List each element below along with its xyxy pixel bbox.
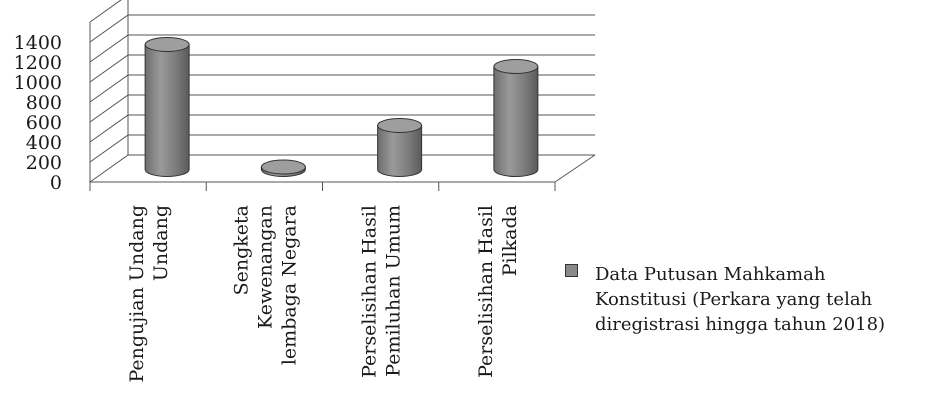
x-category-label: Perselisihan Hasil Pilkada xyxy=(475,205,521,378)
legend-line: diregistrasi hingga tahun 2018) xyxy=(595,314,886,335)
bar-top xyxy=(377,118,423,133)
gridline-side xyxy=(89,154,129,183)
bar xyxy=(493,59,539,177)
chart-grid xyxy=(89,0,595,183)
x-category-line: lembaga Negara xyxy=(278,205,300,365)
bar-top xyxy=(493,59,539,74)
y-tick-label: 1400 xyxy=(14,32,62,54)
bar-top xyxy=(260,159,306,175)
bar xyxy=(260,159,306,177)
x-category-label: Perselisihan Hasil Pemiluhan Umum xyxy=(359,205,405,378)
gridline-top-side xyxy=(89,0,122,23)
bar-body xyxy=(493,66,539,177)
y-tick-label: 200 xyxy=(26,152,62,174)
x-category-line: Perselisihan Hasil xyxy=(359,205,381,378)
y-tick-label: 0 xyxy=(50,172,62,194)
chart-axes xyxy=(89,0,596,191)
y-tick-label: 400 xyxy=(26,132,62,154)
x-category-line: Pemiluhan Umum xyxy=(383,205,405,377)
gridline-side xyxy=(89,134,129,163)
y-tick-label: 1000 xyxy=(14,72,62,94)
x-category-line: Pilkada xyxy=(499,205,521,276)
x-axis-categories: Pengujian Undang Undang Sengketa Kewenangan… xyxy=(126,205,521,383)
bar-body xyxy=(144,44,190,177)
gridline-side xyxy=(89,114,129,143)
x-category-line: Perselisihan Hasil xyxy=(475,205,497,378)
x-category-line: Sengketa xyxy=(230,205,252,295)
x-category-line: Undang xyxy=(150,205,172,281)
y-tick-label: 600 xyxy=(26,112,62,134)
bar xyxy=(377,118,423,177)
x-category-line: Pengujian Undang xyxy=(126,205,148,383)
bar-body xyxy=(377,125,423,177)
bar-top xyxy=(144,37,190,52)
gridline-side xyxy=(89,54,129,83)
legend-line: Data Putusan Mahkamah xyxy=(595,264,826,285)
x-category-label: Pengujian Undang Undang xyxy=(126,205,172,383)
x-category-line: Kewenangan xyxy=(254,205,276,329)
gridline-side xyxy=(89,74,129,103)
bars xyxy=(144,37,539,177)
x-category-label: Sengketa Kewenangan lembaga Negara xyxy=(230,205,300,365)
legend: Data Putusan Mahkamah Konstitusi (Perkar… xyxy=(595,262,930,337)
gridline-side xyxy=(89,34,129,63)
gridline-side xyxy=(89,94,129,123)
gridline-side xyxy=(89,14,129,43)
legend-swatch xyxy=(565,264,578,277)
y-tick-label: 800 xyxy=(26,92,62,114)
floor-right-edge xyxy=(554,154,596,183)
bar xyxy=(144,37,190,177)
legend-line: Konstitusi (Perkara yang telah xyxy=(595,289,873,310)
y-tick-label: 1200 xyxy=(14,52,62,74)
